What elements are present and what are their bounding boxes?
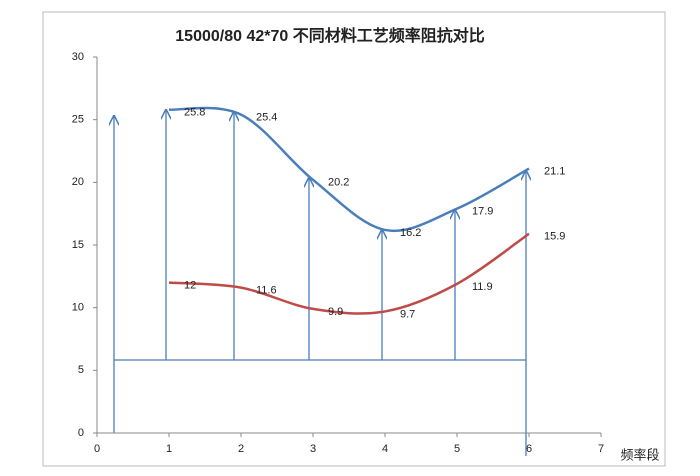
x-tick-label: 4: [382, 443, 388, 455]
data-label: 15.9: [544, 231, 565, 243]
series-line: [168, 232, 530, 315]
x-tick-label: 7: [598, 443, 604, 455]
x-tick-label: 2: [238, 443, 244, 455]
y-tick-label: 0: [78, 427, 84, 439]
y-tick-label: 15: [72, 239, 84, 251]
data-label: 17.9: [472, 206, 493, 218]
y-tick-label: 5: [78, 364, 84, 376]
annotation-arrows: [114, 110, 526, 456]
series-line: [168, 106, 530, 233]
data-label: 25.8: [184, 107, 205, 119]
data-label: 12: [184, 280, 196, 292]
data-label: 9.9: [328, 306, 343, 318]
data-label: 11.9: [472, 281, 493, 293]
y-tick-label: 10: [72, 302, 84, 314]
x-tick-label: 0: [94, 443, 100, 455]
x-tick-label: 6: [526, 443, 532, 455]
x-tick-label: 5: [454, 443, 460, 455]
data-label: 20.2: [328, 177, 349, 189]
data-label: 9.7: [400, 308, 415, 320]
chart-border: [42, 11, 666, 467]
x-axis-label: 频率段: [620, 447, 659, 462]
x-tick-label: 3: [310, 443, 316, 455]
data-label: 25.4: [256, 112, 277, 124]
y-tick-label: 30: [72, 51, 84, 63]
x-tick-label: 1: [166, 443, 172, 455]
y-tick-label: 25: [72, 114, 84, 126]
data-label: 11.6: [256, 285, 277, 297]
data-label: 21.1: [544, 165, 565, 177]
chart-title: 15000/80 42*70 不同材料工艺频率阻抗对比: [175, 26, 484, 45]
data-label: 16.2: [400, 227, 421, 239]
y-tick-label: 20: [72, 176, 84, 188]
